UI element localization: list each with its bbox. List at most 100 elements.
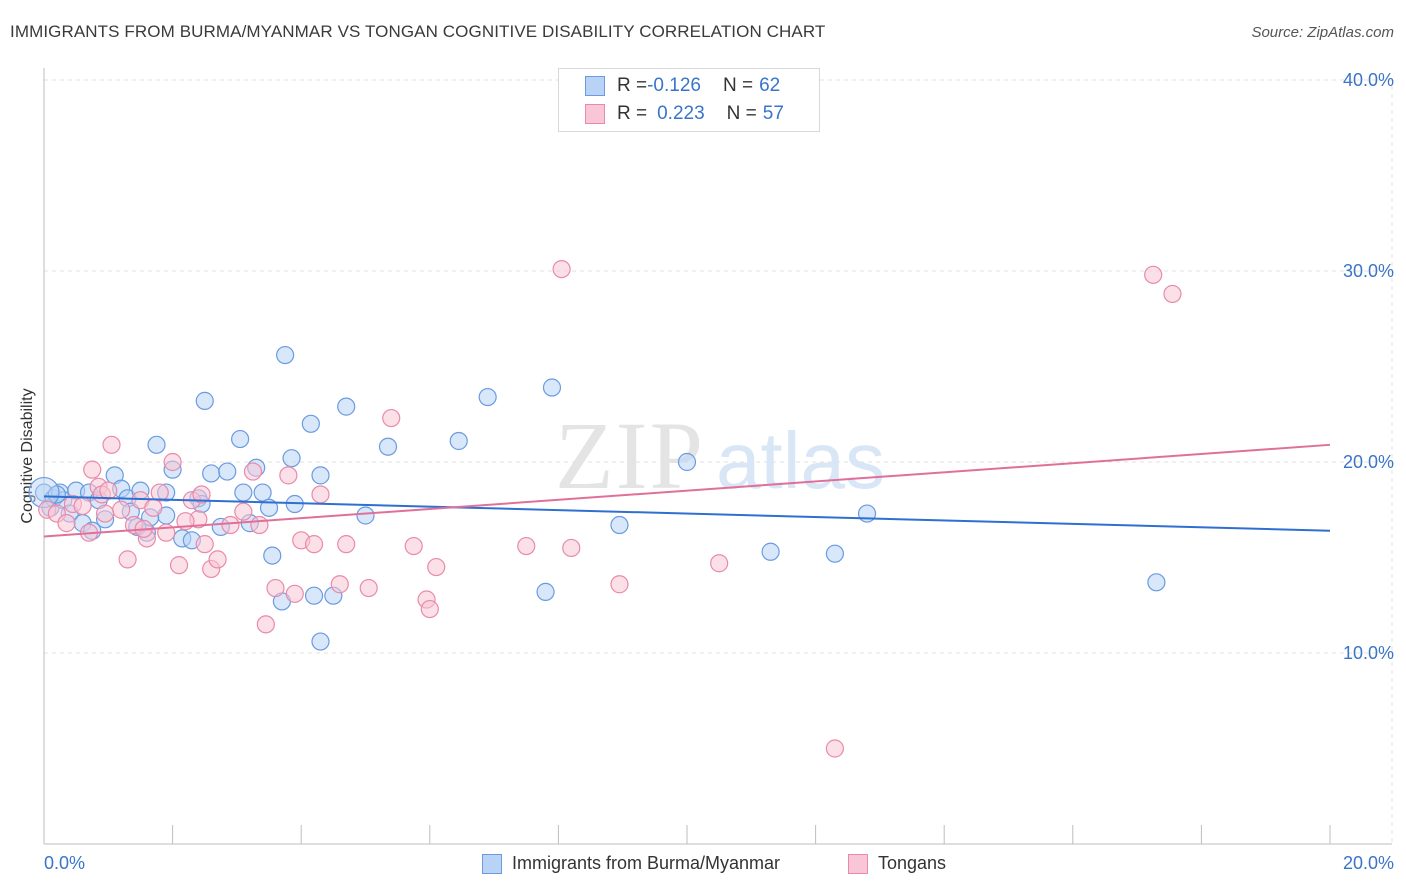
point-burma xyxy=(231,429,250,449)
legend-swatch-blue xyxy=(482,853,502,874)
watermark-atlas: atlas xyxy=(716,416,885,505)
point-tongan xyxy=(279,466,298,485)
point-burma xyxy=(276,345,295,365)
legend-label-tongans: Tongans xyxy=(878,853,947,873)
point-burma xyxy=(147,435,166,454)
point-tongan xyxy=(192,485,211,504)
legend-r-value: -0.126 xyxy=(647,75,701,96)
point-tongan xyxy=(150,483,169,502)
point-tongan xyxy=(250,515,269,535)
point-tongan xyxy=(208,550,227,569)
point-tongan xyxy=(285,584,304,603)
source-label: Source: ZipAtlas.com xyxy=(1251,24,1394,41)
point-burma xyxy=(677,452,697,472)
point-tongan xyxy=(382,408,401,428)
point-burma xyxy=(825,544,844,563)
point-burma xyxy=(449,431,468,451)
legend-n-label: N = xyxy=(726,103,757,124)
point-tongan xyxy=(102,435,121,454)
point-tongan xyxy=(73,496,92,516)
point-tongan xyxy=(562,538,581,558)
y-tick-label: 20.0% xyxy=(1343,452,1394,472)
point-tongan xyxy=(112,500,131,519)
point-tongan xyxy=(169,556,189,575)
trend-lines xyxy=(43,443,1331,538)
legend-n-label: N = xyxy=(722,75,754,96)
point-tongan xyxy=(243,462,263,481)
point-burma xyxy=(282,449,301,468)
legend-row-tongan: R = 0.223 N = 57 xyxy=(585,103,784,125)
point-burma xyxy=(195,391,214,410)
point-burma xyxy=(337,397,356,416)
point-tongan xyxy=(359,578,378,598)
trend-line-burma xyxy=(43,495,1331,532)
point-burma xyxy=(311,466,330,485)
point-tongan xyxy=(99,481,118,500)
point-burma xyxy=(542,378,562,397)
point-tongan xyxy=(163,452,182,472)
point-tongan xyxy=(825,739,844,758)
point-tongan xyxy=(95,504,115,523)
point-tongan xyxy=(517,536,536,556)
x-tick-label: 20.0% xyxy=(1343,853,1394,873)
legend-item-tongans: Tongans xyxy=(848,853,946,874)
point-tongan xyxy=(420,599,439,619)
point-burma xyxy=(263,546,282,565)
point-burma xyxy=(356,506,375,525)
legend-n-value: 62 xyxy=(759,75,781,96)
y-tick-label: 10.0% xyxy=(1343,643,1394,663)
point-tongan xyxy=(404,536,423,556)
legend-r-label: R = xyxy=(617,75,648,96)
point-burma xyxy=(253,483,272,502)
legend-stats: R = -0.126 N = 62 R = 0.223 N = 57 xyxy=(558,68,820,132)
chart-title: IMMIGRANTS FROM BURMA/MYANMAR VS TONGAN … xyxy=(10,22,826,41)
point-burma xyxy=(218,462,237,481)
tick-labels: 10.0% 20.0% 30.0% 40.0% 0.0% 20.0% xyxy=(44,70,1394,873)
legend-item-burma: Immigrants from Burma/Myanmar xyxy=(482,853,780,874)
point-tongan xyxy=(57,514,76,533)
point-tongan xyxy=(221,515,240,535)
point-tongan xyxy=(610,575,629,594)
point-tongan xyxy=(234,502,253,521)
point-burma xyxy=(478,387,497,407)
point-tongan xyxy=(1144,265,1163,284)
point-burma xyxy=(761,542,780,561)
point-tongan xyxy=(195,535,214,554)
point-burma xyxy=(304,586,324,605)
point-tongan xyxy=(118,550,137,569)
point-tongan xyxy=(311,485,330,504)
legend-r-value: 0.223 xyxy=(657,103,705,124)
trend-line-tongan xyxy=(43,443,1331,538)
point-tongan xyxy=(552,259,571,279)
point-tongan xyxy=(427,557,446,577)
legend-row-burma: R = -0.126 N = 62 xyxy=(585,75,780,97)
point-tongan xyxy=(304,535,324,554)
point-burma xyxy=(259,498,279,517)
point-burma xyxy=(378,437,398,456)
legend-swatch-blue xyxy=(585,76,605,96)
point-burma xyxy=(610,515,629,535)
legend-label-burma: Immigrants from Burma/Myanmar xyxy=(512,853,781,873)
point-tongan xyxy=(266,578,285,598)
point-tongan xyxy=(1163,284,1182,304)
grid-lines xyxy=(44,78,1393,844)
legend-swatch-pink xyxy=(585,104,605,124)
legend-r-label: R = xyxy=(617,103,648,124)
watermark: ZIP atlas xyxy=(555,402,885,509)
axes xyxy=(43,68,1392,845)
point-tongan xyxy=(330,575,349,594)
y-tick-label: 40.0% xyxy=(1343,70,1394,90)
point-burma xyxy=(536,582,555,601)
legend-series: Immigrants from Burma/Myanmar Tongans xyxy=(0,851,1406,879)
point-tongan xyxy=(144,498,163,517)
point-tongan xyxy=(83,460,102,479)
point-burma xyxy=(311,632,330,651)
point-burma xyxy=(202,464,221,483)
x-tick-label: 0.0% xyxy=(44,853,85,873)
point-tongan xyxy=(710,554,729,573)
point-burma xyxy=(1147,573,1166,592)
point-tongan xyxy=(337,535,356,554)
point-tongan xyxy=(256,615,275,634)
point-burma xyxy=(301,414,320,433)
